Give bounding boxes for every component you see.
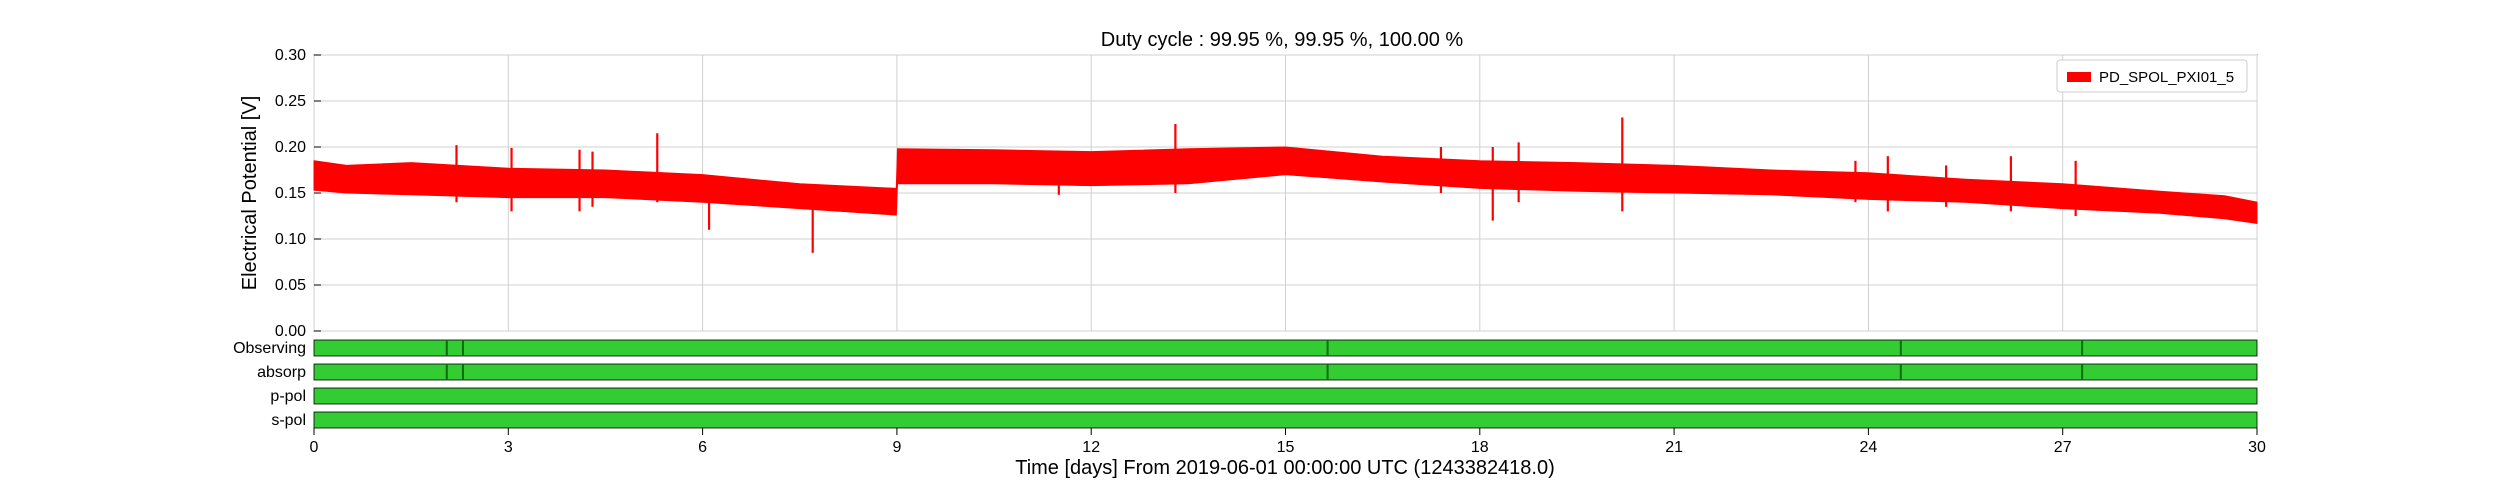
x-tick-label: 12 [1082, 439, 1100, 456]
main-plot-area: 0.00 0.05 0.10 0.15 0.20 0.25 0.30 PD_SPOL_PXI… [275, 47, 2258, 340]
series-band [313, 146, 2258, 224]
segment-bar [313, 363, 2258, 381]
x-tick-label: 30 [2248, 439, 2266, 456]
y-tick-label: 0.25 [275, 93, 306, 110]
y-axis-label: Electrical Potential [V] [239, 96, 261, 291]
segment-bar [313, 411, 2258, 429]
y-tick-label: 0.05 [275, 277, 306, 294]
x-tick-label: 21 [1665, 439, 1683, 456]
x-tick-label: 18 [1471, 439, 1489, 456]
legend-swatch [2067, 72, 2091, 82]
segment-bar [313, 387, 2258, 405]
x-axis-ticks: 0 3 6 9 12 15 18 21 24 27 30 [310, 428, 2266, 456]
legend: PD_SPOL_PXI01_5 [2056, 59, 2248, 93]
segment-row-label: s-pol [271, 412, 306, 429]
legend-box [2056, 59, 2248, 93]
x-tick-label: 3 [504, 439, 513, 456]
series-spike-layer [455, 117, 2077, 253]
segment-rows: Observing absorp p-pol s-pol [233, 339, 2258, 429]
segment-row-label: p-pol [270, 388, 306, 405]
y-tick-label: 0.00 [275, 323, 306, 340]
x-tick-label: 9 [892, 439, 901, 456]
x-axis-label: Time [days] From 2019-06-01 00:00:00 UTC… [1015, 457, 1555, 479]
x-tick-label: 6 [698, 439, 707, 456]
series-band-layer [313, 146, 2258, 224]
segment-row-label: Observing [233, 340, 306, 357]
segment-bar [313, 339, 2258, 357]
y-tick-label: 0.10 [275, 231, 306, 248]
y-axis-ticks: 0.00 0.05 0.10 0.15 0.20 0.25 0.30 [275, 47, 321, 340]
x-tick-label: 24 [1860, 439, 1878, 456]
segment-row-label: absorp [257, 364, 306, 381]
y-tick-label: 0.30 [275, 47, 306, 64]
chart-title: Duty cycle : 99.95 %, 99.95 %, 100.00 % [1101, 29, 1464, 51]
legend-label: PD_SPOL_PXI01_5 [2099, 69, 2234, 86]
x-tick-label: 27 [2054, 439, 2072, 456]
x-tick-label: 0 [310, 439, 319, 456]
x-tick-label: 15 [1277, 439, 1295, 456]
y-tick-label: 0.15 [275, 185, 306, 202]
y-tick-label: 0.20 [275, 139, 306, 156]
